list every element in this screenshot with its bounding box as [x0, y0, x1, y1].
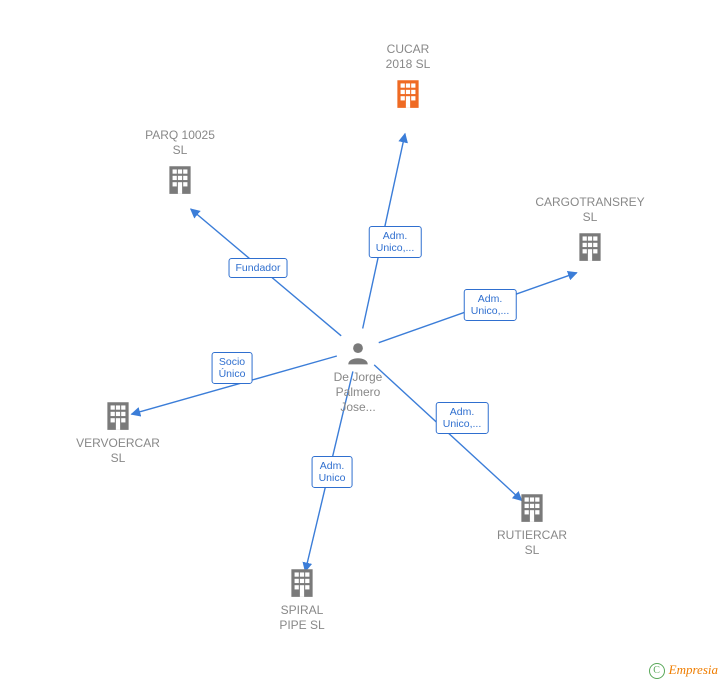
person-icon — [313, 340, 403, 366]
building-icon — [48, 398, 188, 432]
network-diagram: De Jorge Palmero Jose... CUCAR 2018 SL PAR… — [0, 0, 728, 685]
edge-label-rutier: Adm. Unico,... — [436, 402, 489, 434]
company-label: RUTIERCAR SL — [462, 528, 602, 558]
center-person-node[interactable]: De Jorge Palmero Jose... — [313, 340, 403, 415]
edge-label-vervo: Socio Único — [212, 352, 253, 384]
edge-label-cargo: Adm. Unico,... — [464, 289, 517, 321]
center-node-label: De Jorge Palmero Jose... — [313, 370, 403, 415]
building-icon — [232, 565, 372, 599]
company-label: CARGOTRANSREY SL — [520, 195, 660, 225]
edge-label-cucar: Adm. Unico,... — [369, 226, 422, 258]
company-node-parq[interactable]: PARQ 10025 SL — [110, 128, 250, 200]
company-node-cargo[interactable]: CARGOTRANSREY SL — [520, 195, 660, 267]
company-node-cucar[interactable]: CUCAR 2018 SL — [338, 42, 478, 114]
building-icon — [110, 162, 250, 196]
company-label: PARQ 10025 SL — [110, 128, 250, 158]
company-label: CUCAR 2018 SL — [338, 42, 478, 72]
building-icon — [462, 490, 602, 524]
building-icon — [338, 76, 478, 110]
company-label: SPIRAL PIPE SL — [232, 603, 372, 633]
edge-label-parq: Fundador — [229, 258, 288, 278]
building-icon — [520, 229, 660, 263]
company-node-spiral[interactable]: SPIRAL PIPE SL — [232, 565, 372, 633]
credit: C Empresia — [649, 662, 718, 679]
edge-label-spiral: Adm. Unico — [312, 456, 353, 488]
company-label: VERVOERCAR SL — [48, 436, 188, 466]
credit-text: Empresia — [669, 662, 718, 677]
copyright-icon: C — [649, 663, 665, 679]
company-node-rutier[interactable]: RUTIERCAR SL — [462, 490, 602, 558]
company-node-vervo[interactable]: VERVOERCAR SL — [48, 398, 188, 466]
